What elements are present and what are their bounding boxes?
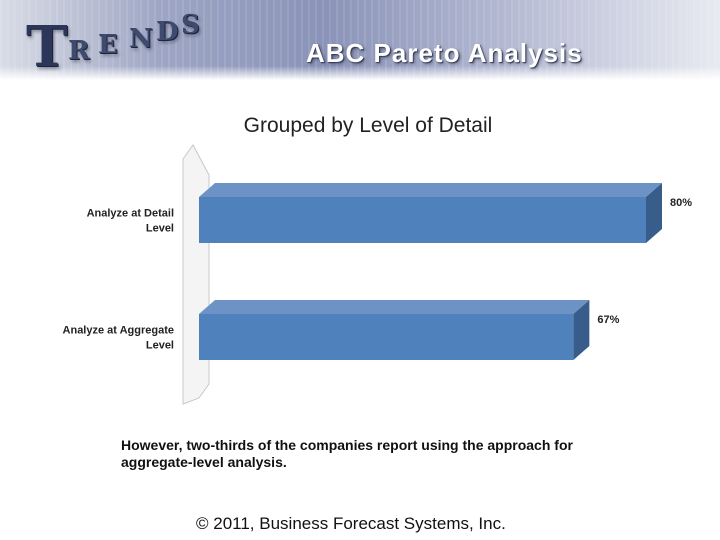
logo-letter: D (156, 17, 179, 47)
cropped-footer-text (276, 536, 476, 540)
bar-top-face (199, 183, 662, 197)
category-label: Analyze at Detail (87, 208, 174, 220)
analysis-note: However, two-thirds of the companies rep… (121, 437, 573, 470)
axis-side-wall (182, 144, 210, 405)
logo-letter: N (129, 24, 153, 54)
logo-letter: R (68, 36, 90, 66)
bar-top-face (199, 300, 590, 314)
data-label: 80% (670, 197, 692, 209)
pareto-bar-chart: Grouped by Level of Detail 80% Analyze at… (63, 114, 693, 405)
bar-side-face (573, 300, 590, 360)
chart-title: Grouped by Level of Detail (244, 114, 493, 137)
slide-title: ABC Pareto Analysis (306, 38, 583, 68)
category-label: Level (146, 340, 174, 352)
bar (199, 314, 574, 360)
bar-side-face (646, 183, 662, 243)
logo-letter: S (181, 10, 200, 40)
trends-logo: T R E N D S (26, 6, 216, 80)
bar (199, 197, 646, 243)
category-label: Level (146, 223, 174, 235)
copyright-text: © 2011, Business Forecast Systems, Inc. (196, 514, 506, 533)
logo-letter: E (98, 30, 118, 60)
chart-bars (199, 183, 662, 360)
logo-letter: T (26, 14, 68, 80)
category-label: Analyze at Aggregate (63, 325, 174, 337)
chart-labels: 80% Analyze at Detail Level 67% Analyze at A… (63, 197, 693, 352)
slide-header: T R E N D S ABC Pareto Analysis (0, 0, 720, 80)
data-label: 67% (597, 314, 619, 326)
header-fade (0, 66, 720, 80)
chart-axis-wall (182, 144, 210, 405)
